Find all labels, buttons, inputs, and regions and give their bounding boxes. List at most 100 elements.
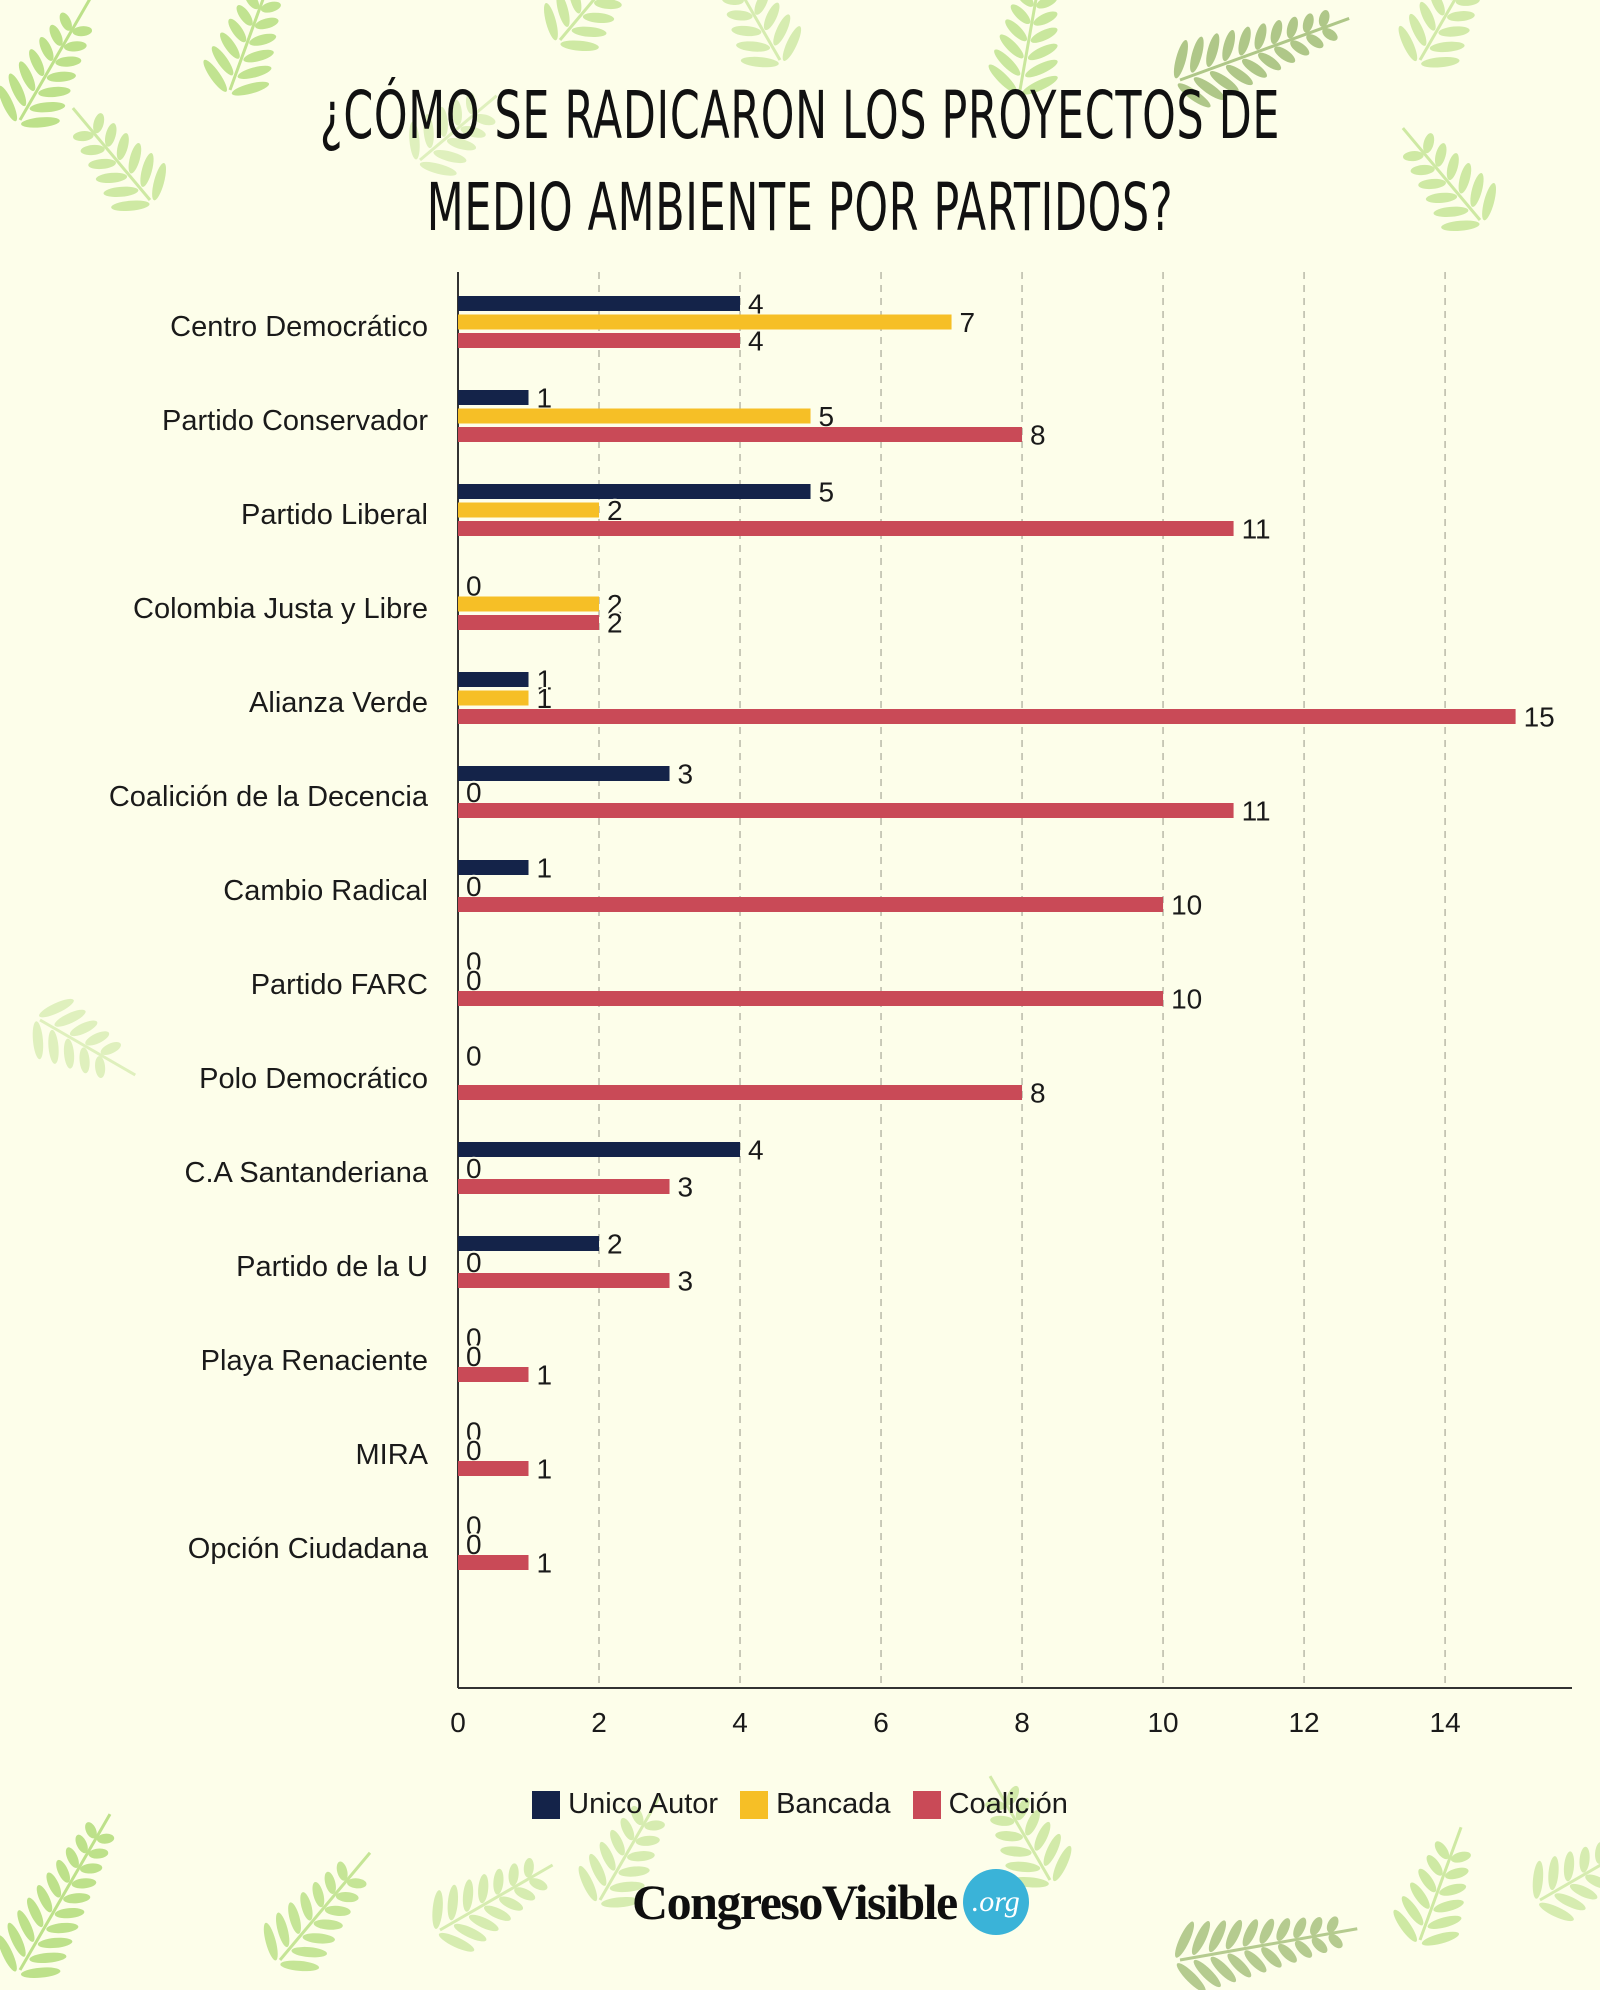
bar-bancada: [458, 408, 811, 424]
bar-bancada: [458, 596, 600, 612]
bar-coalición: [458, 1085, 1023, 1100]
x-tick-label: 8: [1014, 1707, 1030, 1738]
data-label: 2: [607, 608, 623, 639]
legend-swatch: [740, 1790, 769, 1819]
fern-leaf: [578, 1795, 665, 1908]
bar-unico-autor: [458, 766, 670, 781]
x-tick-label: 6: [873, 1707, 889, 1738]
fern-leaf: [1393, 1826, 1471, 1946]
bar-coalición: [458, 1461, 529, 1476]
category-label: Opción Ciudadana: [188, 1533, 429, 1565]
category-label: Coalición de la Decencia: [109, 781, 429, 813]
data-label: 0: [466, 777, 482, 808]
fern-leaf: [1401, 127, 1497, 231]
category-label: Colombia Justa y Libre: [133, 593, 428, 625]
legend: Unico Autor Bancada Coalición: [0, 1788, 1600, 1821]
category-label: Alianza Verde: [249, 687, 428, 719]
bar-coalición: [458, 897, 1164, 912]
data-label: 1: [537, 1360, 553, 1391]
bar-coalición: [458, 709, 1516, 724]
x-tick-label: 12: [1288, 1707, 1319, 1738]
fern-leaf: [432, 1857, 554, 1952]
fern-leaf: [32, 998, 137, 1079]
fern-leaf: [263, 1851, 372, 1972]
bar-unico-autor: [458, 860, 529, 875]
category-label: Centro Democrático: [170, 311, 428, 343]
data-label: 4: [748, 1135, 764, 1166]
bar-unico-autor: [458, 672, 529, 687]
category-label: Partido Liberal: [241, 499, 428, 531]
bar-coalición: [458, 1273, 670, 1288]
data-label: 3: [678, 759, 694, 790]
data-label: 1: [537, 1454, 553, 1485]
logo-text: CongresoVisible: [632, 1874, 958, 1930]
data-label: 1: [537, 665, 553, 696]
fern-leaf: [543, 0, 639, 51]
category-label: Partido Conservador: [162, 405, 428, 437]
data-label: 0: [466, 965, 482, 996]
chart-title: ¿Cómo se radicaron los proyectos de medi…: [319, 77, 1281, 246]
legend-item: Bancada: [740, 1788, 891, 1821]
fern-leaf: [203, 0, 281, 96]
fern-leaf: [988, 0, 1058, 95]
data-label: 2: [607, 589, 623, 620]
fern-leaf: [0, 0, 93, 128]
legend-swatch: [532, 1790, 561, 1819]
legend-item: Coalición: [912, 1788, 1068, 1821]
data-label: 10: [1171, 890, 1202, 921]
data-label: 4: [748, 289, 764, 320]
data-label: 4: [748, 326, 764, 357]
category-label: Partido FARC: [251, 969, 428, 1001]
bar-coalición: [458, 615, 600, 630]
congresovisible-logo: CongresoVisible .org: [632, 1862, 1029, 1942]
data-label: 3: [678, 1266, 694, 1297]
bar-unico-autor: [458, 1236, 600, 1251]
bar-coalición: [458, 1555, 529, 1570]
data-label: 3: [678, 1172, 694, 1203]
data-label: 0: [466, 1247, 482, 1278]
x-tick-label: 4: [732, 1707, 748, 1738]
data-label: 1: [537, 383, 553, 414]
data-label: 1: [537, 1548, 553, 1579]
x-tick-label: 2: [591, 1707, 607, 1738]
fern-leaf: [1398, 0, 1482, 68]
category-label: Cambio Radical: [223, 875, 428, 907]
bar-unico-autor: [458, 296, 741, 311]
bar-coalición: [458, 991, 1164, 1006]
bar-coalición: [458, 1367, 529, 1382]
category-label: Playa Renaciente: [201, 1345, 428, 1377]
data-label: 15: [1524, 702, 1555, 733]
bar-bancada: [458, 314, 952, 330]
data-label: 0: [466, 571, 482, 602]
data-label: 0: [466, 947, 482, 978]
x-tick-label: 14: [1430, 1707, 1461, 1738]
data-label: 5: [819, 401, 835, 432]
fern-leaf: [1173, 10, 1350, 108]
fern-leaf: [0, 1813, 115, 1978]
data-label: 1: [537, 683, 553, 714]
data-label: 7: [960, 307, 976, 338]
data-label: 0: [466, 871, 482, 902]
data-label: 0: [466, 1529, 482, 1560]
fern-leaf: [409, 92, 498, 176]
data-label: 8: [1030, 1078, 1046, 1109]
bar-coalición: [458, 803, 1234, 818]
bar-unico-autor: [458, 1142, 741, 1157]
data-label: 0: [466, 1417, 482, 1448]
legend-label: Unico Autor: [568, 1788, 719, 1820]
legend-label: Bancada: [776, 1788, 891, 1820]
data-label: 0: [466, 1153, 482, 1184]
x-tick-label: 10: [1147, 1707, 1178, 1738]
data-label: 8: [1030, 420, 1046, 451]
fern-leaf: [1175, 1916, 1358, 1990]
bar-coalición: [458, 427, 1023, 442]
category-label: Partido de la U: [236, 1251, 428, 1283]
data-label: 0: [466, 1341, 482, 1372]
bar-bancada: [458, 690, 529, 706]
data-label: 2: [607, 1229, 623, 1260]
legend-label: Coalición: [948, 1788, 1068, 1820]
data-label: 11: [1242, 796, 1271, 827]
data-label: 0: [466, 1323, 482, 1354]
